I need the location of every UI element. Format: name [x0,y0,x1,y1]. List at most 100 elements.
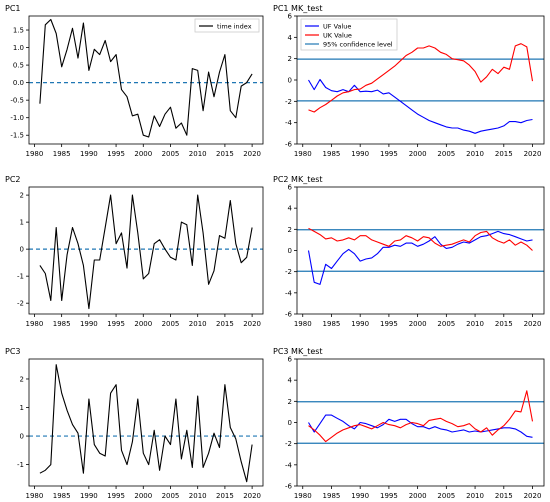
x-tick-label: 2015 [495,492,513,500]
x-tick-label: 1985 [53,320,71,328]
legend-box [194,18,260,33]
x-tick-label: 1995 [107,320,125,328]
plot-frame [296,186,545,315]
y-tick-label: -2 [17,300,24,308]
legend-label: UF Value [323,23,351,31]
x-tick-label: 1995 [107,150,125,158]
y-tick-label: -6 [285,141,293,149]
legend: time index [194,18,260,33]
plot-frame [28,358,264,487]
x-tick-label: 1980 [294,150,312,158]
x-tick-label: 2005 [162,150,180,158]
x-tick-label: 1990 [80,150,98,158]
series-line [39,364,253,483]
x-tick-label: 2010 [189,150,207,158]
y-tick-label: 0 [20,433,24,441]
y-tick-label: -2 [285,98,292,106]
y-tick-label: -2 [285,440,292,448]
y-tick-label: -2 [285,268,292,276]
y-tick-label: 2 [288,226,292,234]
chart-panel-1: PC1 1980 1985 1990 1995 2000 2005 2010 2015 2020 -… [5,4,264,158]
x-tick-label: 2020 [524,492,542,500]
x-tick-label: 1995 [107,492,125,500]
x-tick-label: 1985 [323,320,341,328]
x-tick-label: 1985 [323,492,341,500]
series-line-uf-value [307,230,533,285]
x-tick-label: 1995 [380,150,398,158]
y-tick-label: 2 [20,192,24,200]
y-tick-label: -4 [285,461,293,469]
x-tick-label: 1980 [294,320,312,328]
x-tick-label: 2020 [524,320,542,328]
y-tick-label: 6 [288,13,293,21]
y-tick-label: 4 [288,34,293,42]
x-tick-label: 2000 [409,320,427,328]
series-line-uk-value [308,43,534,113]
chart-panel-5: PC3 1980 1985 1990 1995 2000 2005 2010 2015 2020 -… [5,347,264,500]
x-tick-label: 2000 [134,150,152,158]
series-line [39,194,253,310]
x-tick-label: 1995 [380,320,398,328]
y-tick-label: 6 [288,356,293,364]
x-tick-label: 1990 [351,150,369,158]
x-tick-label: 1985 [53,150,71,158]
y-tick-label: 6 [288,184,293,192]
x-tick-label: 1985 [53,492,71,500]
series-line-uk-value [308,227,533,251]
y-tick-label: -4 [285,289,293,297]
x-tick-label: 1985 [323,150,341,158]
series-line-uk-value [308,390,534,443]
chart-title: PC3 [5,347,21,356]
x-tick-label: 2010 [466,150,484,158]
y-tick-label: 0 [20,246,24,254]
y-tick-label: 2 [288,398,292,406]
chart-panel-4: PC2 MK_test 1980 1985 1990 1995 2000 2005 2010 2… [273,175,545,328]
series-line-uf-value [308,78,533,134]
y-tick-label: -1 [17,273,24,281]
chart-title: PC1 MK_test [273,4,323,13]
x-tick-label: 1980 [294,492,312,500]
x-tick-label: 2000 [409,150,427,158]
x-tick-label: 2000 [134,492,152,500]
plot-frame [28,15,264,145]
chart-title: PC3 MK_test [273,347,323,356]
y-tick-label: -1.5 [10,132,24,140]
plot-frame [28,186,264,315]
x-tick-label: 1990 [351,320,369,328]
y-tick-label: 0.5 [13,62,24,70]
x-tick-label: 2010 [466,320,484,328]
y-tick-label: -0.5 [10,97,24,105]
series-line-time-index [39,18,253,138]
x-tick-label: 2015 [216,492,234,500]
x-tick-label: 2005 [162,492,180,500]
x-tick-label: 2020 [243,492,261,500]
x-tick-label: 2000 [409,492,427,500]
y-tick-label: -6 [285,483,293,491]
chart-title: PC2 [5,175,21,184]
x-tick-label: 2015 [495,150,513,158]
chart-panel-2: PC1 MK_test 1980 1985 1990 1995 2000 2005 2010 2… [273,4,545,158]
x-tick-label: 2015 [216,320,234,328]
x-tick-label: 2000 [134,320,152,328]
y-tick-label: -6 [285,311,293,319]
x-tick-label: 2020 [524,150,542,158]
y-tick-label: -4 [285,119,293,127]
y-tick-label: -1.0 [10,114,24,122]
chart-panel-6: PC3 MK_test 1980 1985 1990 1995 2000 2005 2010 2… [273,347,545,500]
x-tick-label: 1980 [26,320,44,328]
x-tick-label: 1990 [80,320,98,328]
y-tick-label: 0 [288,419,292,427]
legend-label: time index [217,23,252,31]
x-tick-label: 1995 [380,492,398,500]
y-tick-label: 0 [288,247,292,255]
x-tick-label: 2005 [437,150,455,158]
y-tick-label: 2 [288,55,292,63]
legend-label: UK Value [323,32,352,40]
x-tick-label: 2005 [437,492,455,500]
y-tick-label: 0.0 [13,79,24,87]
x-tick-label: 1980 [26,150,44,158]
x-tick-label: 2020 [243,320,261,328]
y-tick-label: 1.5 [13,27,24,35]
